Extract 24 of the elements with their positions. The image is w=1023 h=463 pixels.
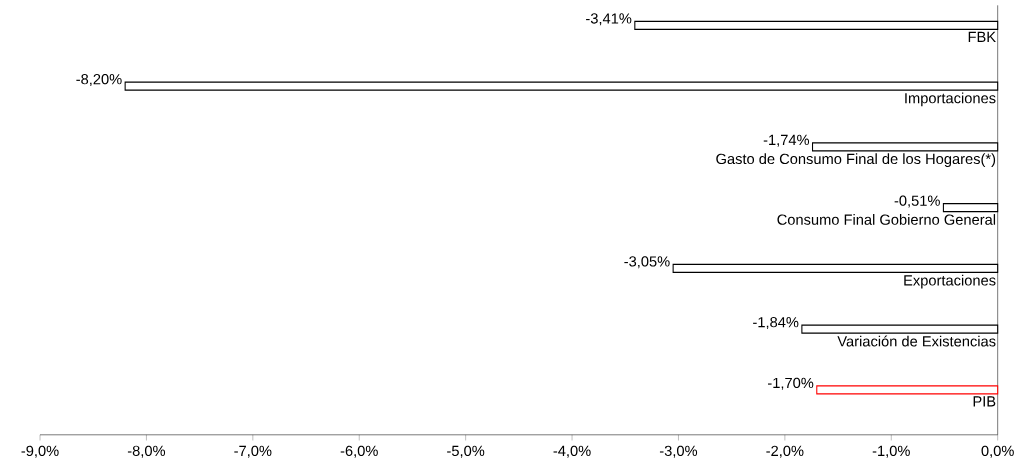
y-tick-label: Exportaciones [904, 274, 996, 289]
x-tick-label: -4,0% [553, 445, 591, 458]
x-tick-label: -2,0% [766, 445, 804, 458]
y-tick-label: Importaciones [905, 92, 996, 107]
x-tick-label: -8,0% [127, 445, 166, 458]
data-label: -3,41% [586, 13, 632, 26]
y-tick-label: Variación de Existencias [837, 335, 996, 347]
data-label: -0,51% [894, 195, 940, 208]
y-tick-label: Gasto de Consumo Final de los Hogares(*) [716, 153, 996, 168]
x-tick-label: -6,0% [340, 445, 378, 458]
x-tick-label: -9,0% [21, 445, 59, 458]
y-tick-label: PIB [973, 396, 996, 407]
x-tick-label: 0,0% [981, 445, 1014, 458]
y-tick-label: Consumo Final Gobierno General [777, 214, 996, 225]
x-tick-label: -7,0% [234, 445, 272, 458]
data-label: -1,70% [768, 377, 814, 390]
data-label: -1,74% [763, 134, 810, 147]
x-tick-label: -1,0% [872, 445, 910, 458]
data-label: -1,84% [753, 317, 799, 330]
data-label: -8,20% [76, 74, 122, 87]
x-tick-label: -5,0% [447, 445, 485, 458]
data-label: -3,05% [624, 256, 670, 269]
x-tick-label: -3,0% [659, 445, 698, 458]
y-tick-label: FBK [968, 31, 996, 43]
